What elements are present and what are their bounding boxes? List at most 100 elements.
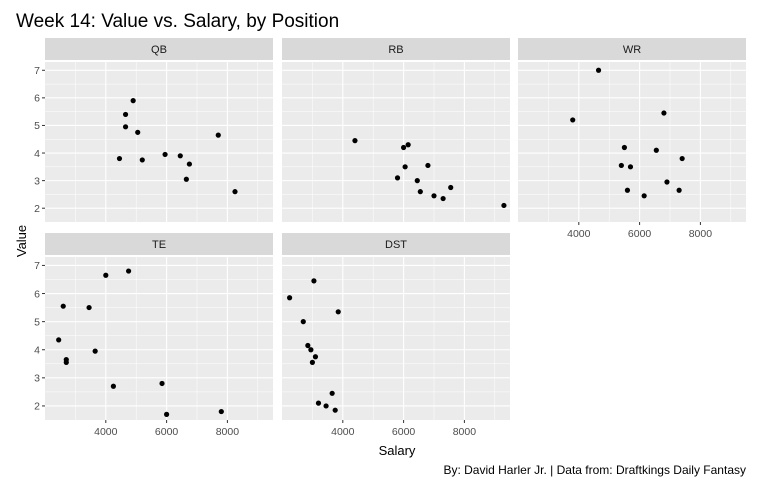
data-point-dst bbox=[329, 390, 335, 396]
data-point-qb bbox=[135, 129, 141, 135]
data-point-wr bbox=[618, 162, 624, 169]
data-point-qb bbox=[130, 98, 136, 104]
strip-rb bbox=[282, 38, 510, 60]
panel-background-qb bbox=[45, 62, 273, 222]
data-point-dst bbox=[311, 278, 317, 284]
data-point-qb bbox=[122, 111, 129, 118]
strip-te bbox=[45, 233, 273, 255]
data-point-qb bbox=[177, 153, 183, 159]
data-point-wr bbox=[676, 187, 682, 193]
y-tick-label: 6 bbox=[34, 93, 40, 105]
data-point-rb bbox=[448, 184, 454, 191]
panel-background-dst bbox=[282, 257, 510, 420]
y-tick-label: 6 bbox=[34, 288, 40, 300]
data-point-qb bbox=[232, 189, 238, 195]
panel-background-wr bbox=[518, 62, 746, 222]
y-tick-label: 2 bbox=[34, 203, 40, 215]
strip-label-qb: QB bbox=[151, 44, 167, 56]
facet-dst: DST 4000 6000 8000 bbox=[282, 233, 510, 438]
data-point-te bbox=[218, 408, 224, 415]
data-point-qb bbox=[139, 157, 145, 163]
x-tick-label: 4000 bbox=[331, 426, 355, 438]
data-point-dst bbox=[323, 403, 329, 409]
data-point-wr bbox=[595, 67, 602, 73]
data-point-dst bbox=[312, 354, 319, 360]
y-tick-label: 5 bbox=[34, 120, 40, 132]
y-tick-label: 7 bbox=[34, 65, 40, 77]
data-point-wr bbox=[621, 144, 628, 151]
x-tick-label: 6000 bbox=[628, 228, 652, 240]
data-point-qb bbox=[162, 151, 168, 158]
data-point-wr bbox=[661, 110, 667, 116]
data-point-dst bbox=[305, 342, 311, 349]
data-point-qb bbox=[186, 161, 192, 167]
data-point-te bbox=[110, 383, 116, 389]
data-point-wr bbox=[641, 193, 647, 199]
strip-qb bbox=[45, 38, 273, 60]
x-tick-label: 8000 bbox=[689, 228, 713, 240]
x-tick-label: 8000 bbox=[453, 426, 477, 438]
y-tick-label: 7 bbox=[34, 260, 40, 272]
strip-label-dst: DST bbox=[385, 239, 407, 251]
data-point-rb bbox=[431, 193, 437, 199]
data-point-rb bbox=[417, 189, 423, 195]
data-point-rb bbox=[414, 178, 420, 184]
data-point-dst bbox=[287, 295, 293, 301]
data-point-wr bbox=[624, 187, 631, 193]
y-tick-label: 3 bbox=[34, 373, 40, 385]
data-point-rb bbox=[402, 164, 408, 170]
data-point-qb bbox=[116, 155, 123, 162]
data-point-dst bbox=[335, 309, 341, 315]
y-tick-label: 2 bbox=[34, 401, 40, 413]
facet-te: TE 2 3 4 5 6 7 4000 6000 8000 bbox=[34, 233, 273, 438]
y-tick-label: 3 bbox=[34, 175, 40, 187]
x-tick-label: 6000 bbox=[155, 426, 179, 438]
data-point-rb bbox=[401, 144, 407, 151]
x-tick-label: 6000 bbox=[392, 426, 416, 438]
chart-title: Week 14: Value vs. Salary, by Position bbox=[16, 11, 339, 32]
strip-dst bbox=[282, 233, 510, 255]
data-point-dst bbox=[300, 319, 306, 325]
x-axis-title: Salary bbox=[379, 443, 416, 458]
data-point-te bbox=[60, 303, 66, 309]
y-tick-label: 4 bbox=[34, 148, 40, 160]
data-point-dst bbox=[332, 407, 338, 413]
data-point-rb bbox=[425, 162, 431, 169]
data-point-rb bbox=[440, 195, 446, 202]
data-point-te bbox=[63, 359, 69, 365]
data-point-te bbox=[103, 272, 109, 278]
data-point-te bbox=[159, 380, 165, 387]
facet-rb: RB bbox=[282, 38, 510, 222]
data-point-qb bbox=[122, 124, 129, 130]
panel-background-rb bbox=[282, 62, 510, 222]
data-point-rb bbox=[405, 142, 411, 148]
data-point-dst bbox=[308, 347, 314, 353]
data-point-wr bbox=[664, 179, 670, 185]
data-point-te bbox=[56, 337, 62, 343]
data-point-dst bbox=[315, 400, 322, 406]
data-point-te bbox=[164, 411, 170, 417]
data-point-qb bbox=[183, 176, 189, 182]
data-point-wr bbox=[627, 164, 634, 170]
data-point-qb bbox=[215, 132, 221, 138]
data-point-rb bbox=[501, 202, 507, 209]
y-tick-label: 5 bbox=[34, 316, 40, 328]
facet-panels: QB 2 3 4 5 6 7 RB WR 4000 6000 8000 TE 2 3 4 5 6 7 4000 6000… bbox=[34, 38, 746, 438]
y-tick-label: 4 bbox=[34, 345, 40, 357]
data-point-rb bbox=[394, 175, 401, 181]
x-tick-label: 4000 bbox=[94, 426, 118, 438]
strip-label-te: TE bbox=[152, 239, 166, 251]
panel-background-te bbox=[45, 257, 273, 420]
strip-label-wr: WR bbox=[623, 44, 641, 56]
strip-label-rb: RB bbox=[388, 44, 403, 56]
data-point-te bbox=[92, 348, 98, 354]
data-point-te bbox=[126, 268, 132, 274]
x-tick-label: 4000 bbox=[567, 228, 591, 240]
facet-qb: QB 2 3 4 5 6 7 bbox=[34, 38, 273, 222]
data-point-wr bbox=[679, 155, 685, 162]
x-tick-label: 8000 bbox=[216, 426, 240, 438]
strip-wr bbox=[518, 38, 746, 60]
facet-wr: WR 4000 6000 8000 bbox=[518, 38, 746, 240]
data-point-wr bbox=[570, 117, 576, 123]
